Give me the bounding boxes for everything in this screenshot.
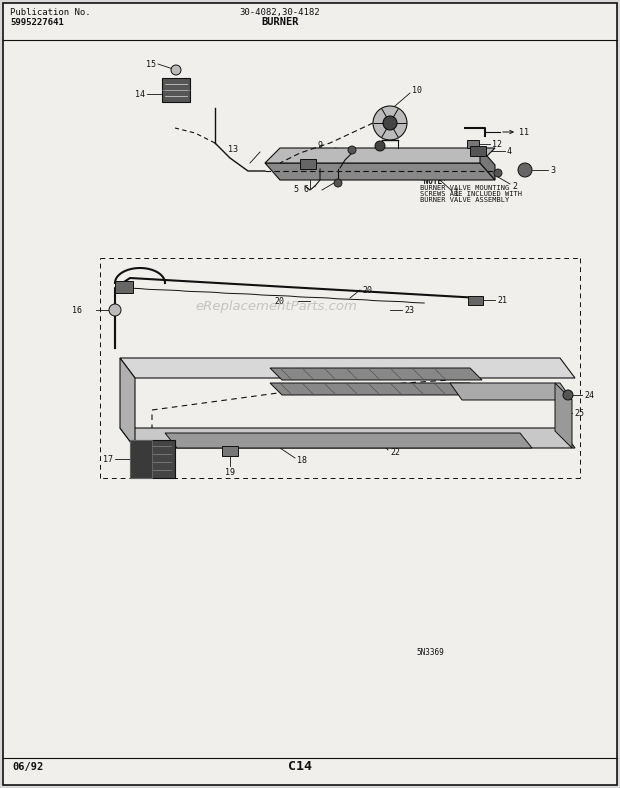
Text: 17: 17 (103, 455, 113, 463)
Polygon shape (265, 163, 495, 180)
Text: SCREWS ARE INCLUDED WITH: SCREWS ARE INCLUDED WITH (420, 191, 522, 197)
Text: C14: C14 (288, 760, 312, 773)
Bar (470, 146, 486, 156)
Text: 1: 1 (454, 188, 459, 198)
Circle shape (334, 179, 342, 187)
Circle shape (171, 65, 181, 75)
Text: 19: 19 (225, 468, 235, 477)
Polygon shape (120, 428, 575, 448)
Text: 3: 3 (550, 165, 555, 174)
Text: 10: 10 (412, 86, 422, 95)
Text: 21: 21 (497, 296, 507, 304)
Polygon shape (450, 383, 572, 400)
Text: 23: 23 (404, 306, 414, 314)
Text: 5: 5 (293, 185, 298, 194)
Text: 06/92: 06/92 (12, 762, 43, 772)
Text: 4: 4 (507, 147, 512, 155)
Circle shape (109, 304, 121, 316)
Text: 9: 9 (317, 141, 322, 150)
Polygon shape (265, 148, 495, 163)
Text: 15: 15 (146, 60, 156, 69)
Polygon shape (165, 433, 532, 448)
Text: BURNER: BURNER (261, 17, 299, 27)
Text: 2: 2 (512, 181, 517, 191)
Circle shape (518, 163, 532, 177)
Polygon shape (480, 148, 495, 180)
Text: 8: 8 (351, 155, 356, 164)
Circle shape (348, 146, 356, 154)
Polygon shape (270, 383, 482, 395)
Bar (222, 446, 238, 456)
Text: 5995227641: 5995227641 (10, 18, 64, 27)
Text: BURNER VALVE ASSEMBLY: BURNER VALVE ASSEMBLY (420, 197, 509, 203)
Circle shape (373, 106, 407, 140)
Circle shape (375, 141, 385, 151)
Bar (300, 159, 316, 169)
Text: 20: 20 (274, 296, 284, 306)
Text: 6: 6 (304, 185, 309, 194)
Text: 24: 24 (584, 391, 594, 400)
Circle shape (383, 116, 397, 130)
Text: 18: 18 (297, 455, 307, 464)
Text: 20: 20 (362, 285, 372, 295)
Bar (130, 440, 175, 478)
Text: BURNER VALVE MOUNTING: BURNER VALVE MOUNTING (420, 185, 509, 191)
Polygon shape (120, 358, 575, 378)
Text: 12: 12 (492, 139, 502, 148)
Circle shape (494, 169, 502, 177)
Text: Publication No.: Publication No. (10, 8, 91, 17)
Bar (468, 296, 483, 305)
Bar (130, 440, 152, 478)
Text: 25: 25 (574, 408, 584, 418)
Text: 14: 14 (135, 90, 145, 98)
Text: 7: 7 (269, 163, 274, 172)
Polygon shape (120, 358, 135, 448)
Bar (162, 78, 190, 102)
Circle shape (563, 390, 573, 400)
Text: *NOTE*: *NOTE* (420, 177, 448, 186)
Polygon shape (555, 383, 572, 448)
Text: eReplacementParts.com: eReplacementParts.com (195, 300, 357, 313)
Bar (115, 281, 133, 293)
Text: 13: 13 (228, 145, 238, 154)
Text: 22: 22 (390, 448, 400, 456)
Text: 16: 16 (72, 306, 82, 314)
Text: 30-4082,30-4182: 30-4082,30-4182 (240, 8, 321, 17)
Polygon shape (270, 368, 482, 380)
Text: 11: 11 (519, 128, 529, 136)
Text: 5N3369: 5N3369 (416, 648, 444, 657)
Bar (467, 140, 479, 148)
